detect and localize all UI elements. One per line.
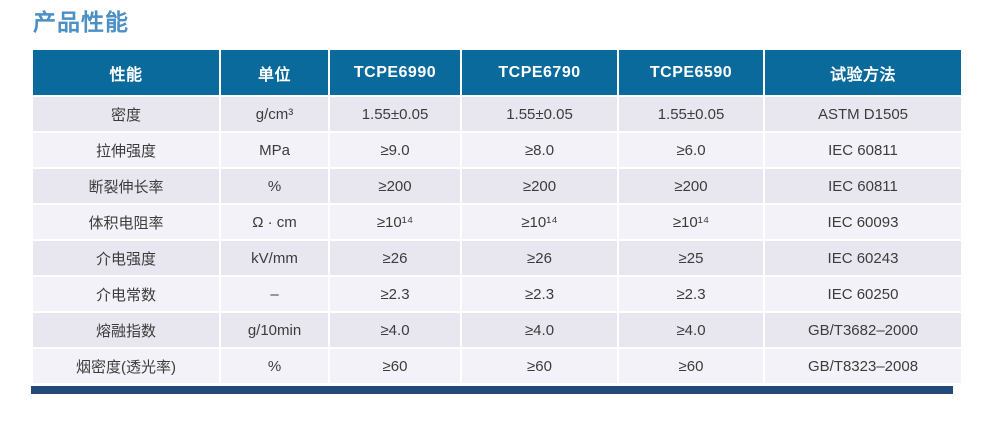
value-cell-tcpe6790: ≥26 xyxy=(462,241,617,275)
test-method-cell: ASTM D1505 xyxy=(765,97,961,131)
table-row-dielectric-strength: 介电强度 kV/mm ≥26 ≥26 ≥25 IEC 60243 xyxy=(33,241,961,275)
value-cell-tcpe6590: ≥200 xyxy=(619,169,763,203)
value-cell-tcpe6990: ≥4.0 xyxy=(330,313,460,347)
value-cell-tcpe6790: ≥10¹⁴ xyxy=(462,205,617,239)
test-method-cell: IEC 60811 xyxy=(765,133,961,167)
table-body: 密度 g/cm³ 1.55±0.05 1.55±0.05 1.55±0.05 A… xyxy=(33,97,961,383)
row-label-cell: 断裂伸长率 xyxy=(33,169,219,203)
col-header-tcpe6790: TCPE6790 xyxy=(462,50,617,95)
value-cell-tcpe6990: ≥60 xyxy=(330,349,460,383)
unit-cell: % xyxy=(221,169,328,203)
unit-cell: – xyxy=(221,277,328,311)
row-label-cell: 介电强度 xyxy=(33,241,219,275)
table-row-volume-resistivity: 体积电阻率 Ω · cm ≥10¹⁴ ≥10¹⁴ ≥10¹⁴ IEC 60093 xyxy=(33,205,961,239)
row-label-cell: 密度 xyxy=(33,97,219,131)
table-row-density: 密度 g/cm³ 1.55±0.05 1.55±0.05 1.55±0.05 A… xyxy=(33,97,961,131)
value-cell-tcpe6590: ≥25 xyxy=(619,241,763,275)
unit-cell: g/10min xyxy=(221,313,328,347)
col-header-test-method: 试验方法 xyxy=(765,50,961,95)
col-header-property: 性能 xyxy=(33,50,219,95)
test-method-cell: IEC 60093 xyxy=(765,205,961,239)
table-row-smoke-density: 烟密度(透光率) % ≥60 ≥60 ≥60 GB/T8323–2008 xyxy=(33,349,961,383)
row-label-cell: 烟密度(透光率) xyxy=(33,349,219,383)
value-cell-tcpe6990: ≥10¹⁴ xyxy=(330,205,460,239)
value-cell-tcpe6590: ≥2.3 xyxy=(619,277,763,311)
value-cell-tcpe6990: ≥26 xyxy=(330,241,460,275)
product-performance-table: 性能 单位 TCPE6990 TCPE6790 TCPE6590 试验方法 密度… xyxy=(31,48,961,394)
col-header-tcpe6590: TCPE6590 xyxy=(619,50,763,95)
value-cell-tcpe6990: ≥2.3 xyxy=(330,277,460,311)
value-cell-tcpe6990: ≥200 xyxy=(330,169,460,203)
unit-cell: % xyxy=(221,349,328,383)
value-cell-tcpe6590: ≥10¹⁴ xyxy=(619,205,763,239)
value-cell-tcpe6790: ≥8.0 xyxy=(462,133,617,167)
unit-cell: kV/mm xyxy=(221,241,328,275)
table-row-tensile-strength: 拉伸强度 MPa ≥9.0 ≥8.0 ≥6.0 IEC 60811 xyxy=(33,133,961,167)
table-row-melt-index: 熔融指数 g/10min ≥4.0 ≥4.0 ≥4.0 GB/T3682–200… xyxy=(33,313,961,347)
test-method-cell: GB/T3682–2000 xyxy=(765,313,961,347)
row-label-cell: 拉伸强度 xyxy=(33,133,219,167)
spec-table: 性能 单位 TCPE6990 TCPE6790 TCPE6590 试验方法 密度… xyxy=(31,48,963,385)
value-cell-tcpe6990: ≥9.0 xyxy=(330,133,460,167)
header-row: 性能 单位 TCPE6990 TCPE6790 TCPE6590 试验方法 xyxy=(33,50,961,95)
table-row-elongation: 断裂伸长率 % ≥200 ≥200 ≥200 IEC 60811 xyxy=(33,169,961,203)
value-cell-tcpe6590: ≥60 xyxy=(619,349,763,383)
value-cell-tcpe6590: ≥4.0 xyxy=(619,313,763,347)
unit-cell: MPa xyxy=(221,133,328,167)
col-header-tcpe6990: TCPE6990 xyxy=(330,50,460,95)
test-method-cell: IEC 60250 xyxy=(765,277,961,311)
test-method-cell: IEC 60811 xyxy=(765,169,961,203)
value-cell-tcpe6790: ≥4.0 xyxy=(462,313,617,347)
test-method-cell: IEC 60243 xyxy=(765,241,961,275)
value-cell-tcpe6590: 1.55±0.05 xyxy=(619,97,763,131)
value-cell-tcpe6990: 1.55±0.05 xyxy=(330,97,460,131)
value-cell-tcpe6790: ≥200 xyxy=(462,169,617,203)
page-title: 产品性能 xyxy=(33,9,129,35)
test-method-cell: GB/T8323–2008 xyxy=(765,349,961,383)
table-row-dielectric-constant: 介电常数 – ≥2.3 ≥2.3 ≥2.3 IEC 60250 xyxy=(33,277,961,311)
value-cell-tcpe6790: ≥2.3 xyxy=(462,277,617,311)
value-cell-tcpe6790: ≥60 xyxy=(462,349,617,383)
row-label-cell: 体积电阻率 xyxy=(33,205,219,239)
value-cell-tcpe6590: ≥6.0 xyxy=(619,133,763,167)
unit-cell: Ω · cm xyxy=(221,205,328,239)
row-label-cell: 介电常数 xyxy=(33,277,219,311)
table-header: 性能 单位 TCPE6990 TCPE6790 TCPE6590 试验方法 xyxy=(33,50,961,95)
table-bottom-bar xyxy=(31,386,953,394)
col-header-unit: 单位 xyxy=(221,50,328,95)
row-label-cell: 熔融指数 xyxy=(33,313,219,347)
value-cell-tcpe6790: 1.55±0.05 xyxy=(462,97,617,131)
unit-cell: g/cm³ xyxy=(221,97,328,131)
